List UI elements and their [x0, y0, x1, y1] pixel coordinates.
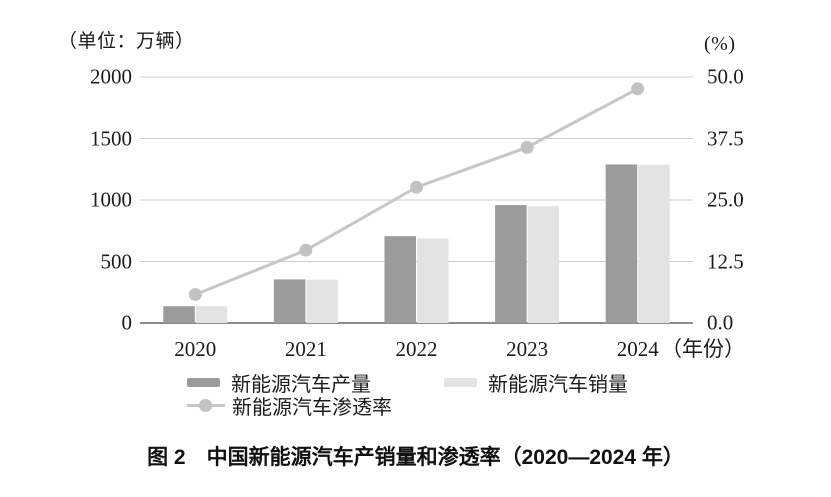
production-bar-swatch — [187, 378, 220, 387]
right-axis-tick-label: 25.0 — [707, 187, 744, 212]
left-axis-unit-label: （单位：万辆） — [58, 31, 195, 52]
right-axis-tick-label: 50.0 — [707, 64, 744, 89]
right-axis-tick-label: 37.5 — [707, 126, 744, 150]
left-axis-tick-label: 1000 — [90, 187, 132, 212]
legend-label-sales: 新能源汽车销量 — [488, 374, 628, 396]
penetration-line-swatch-dot — [199, 399, 212, 412]
x-axis-category-label: 2024 — [616, 337, 659, 361]
legend-item-production: 新能源汽车产量 — [187, 370, 371, 396]
legend-item-sales: 新能源汽车销量 — [444, 370, 628, 396]
figure-caption-number: 图 2 — [147, 446, 186, 469]
right-axis-tick-label: 12.5 — [707, 249, 744, 273]
right-axis-unit-label: (%) — [704, 33, 736, 55]
x-axis-category-label: 2021 — [284, 337, 327, 361]
left-axis-tick-label: 500 — [100, 249, 133, 273]
penetration-line-swatch — [187, 399, 225, 412]
right-axis-tick-label: 0.0 — [707, 310, 734, 335]
left-axis-tick-label: 1500 — [90, 126, 132, 150]
legend-label-penetration: 新能源汽车渗透率 — [232, 397, 392, 419]
left-axis-tick-label: 2000 — [90, 64, 132, 89]
x-axis-category-label: 2023 — [506, 337, 549, 361]
figure-caption-text: 中国新能源汽车产销量和渗透率（2020—2024 年） — [206, 446, 684, 469]
figure-caption: 图 2 中国新能源汽车产销量和渗透率（2020—2024 年） — [0, 444, 831, 472]
legend-item-penetration: 新能源汽车渗透率 — [187, 393, 392, 419]
x-axis-year-suffix-label: （年份） — [661, 337, 745, 361]
sales-bar-swatch — [444, 378, 477, 387]
x-axis-category-label: 2020 — [174, 337, 217, 361]
x-axis-category-label: 2022 — [395, 337, 438, 361]
left-axis-tick-label: 0 — [121, 310, 133, 335]
legend-label-production: 新能源汽车产量 — [231, 374, 371, 396]
